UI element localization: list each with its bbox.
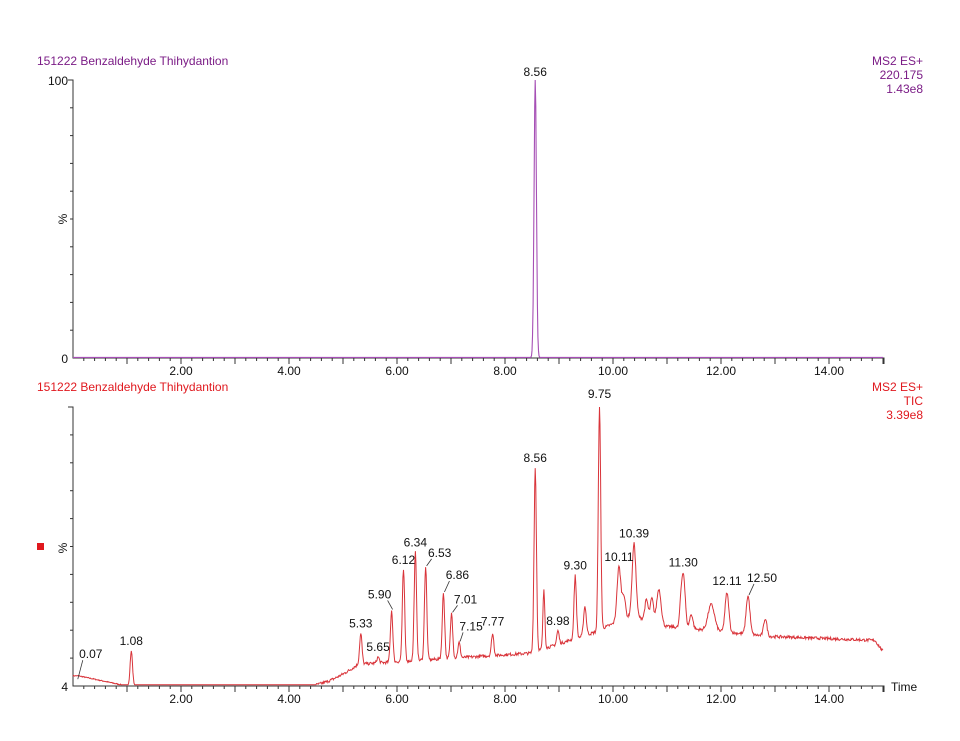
x-tick-label: 12.00 xyxy=(706,692,736,706)
peak-label: 5.65 xyxy=(366,640,390,654)
peak-label: 6.86 xyxy=(446,568,470,582)
lower-title: 151222 Benzaldehyde Thihydantion xyxy=(37,380,228,394)
upper-scan-mode: MS2 ES+ xyxy=(872,54,923,68)
peak-label: 0.07 xyxy=(79,647,103,661)
peak-label: 7.77 xyxy=(481,615,505,629)
x-tick-label: 10.00 xyxy=(598,692,628,706)
x-tick-label: 14.00 xyxy=(814,692,844,706)
peak-label: 7.01 xyxy=(454,592,478,606)
upper-axes: 2.00 4.00 6.00 8.00 10.00 12.00 14.00 xyxy=(68,79,885,378)
lower-trace xyxy=(72,406,884,686)
peak-label: 5.33 xyxy=(349,617,373,631)
x-tick-label: 6.00 xyxy=(385,364,409,378)
peak-label: 5.90 xyxy=(368,587,392,601)
x-tick-label: 12.00 xyxy=(706,364,736,378)
lower-chromatogram: 151222 Benzaldehyde Thihydantion MS2 ES+… xyxy=(37,380,923,706)
peak-label: 12.11 xyxy=(712,574,741,588)
peak-label: 10.11 xyxy=(604,550,633,564)
trace-color-marker xyxy=(37,543,44,550)
upper-trace xyxy=(73,79,883,358)
peak-label: 12.50 xyxy=(747,571,777,585)
upper-y-axis-label: % xyxy=(56,213,70,224)
lower-intensity: 3.39e8 xyxy=(886,408,923,422)
lower-trace-type: TIC xyxy=(904,394,924,408)
upper-chromatogram: 151222 Benzaldehyde Thihydantion MS2 ES+… xyxy=(37,54,923,378)
x-tick-label: 4.00 xyxy=(277,692,301,706)
upper-mass: 220.175 xyxy=(880,68,924,82)
upper-peak-labels: 8.56 xyxy=(524,65,548,79)
peak-label: 1.08 xyxy=(120,634,144,648)
peak-label: 6.53 xyxy=(428,546,452,560)
upper-y-min-label: 0 xyxy=(61,352,68,366)
peak-label: 9.30 xyxy=(564,559,588,573)
peak-label: 8.56 xyxy=(524,451,548,465)
x-tick-label: 4.00 xyxy=(277,364,301,378)
lower-y-axis-label: % xyxy=(56,542,70,553)
x-axis-label: Time xyxy=(891,680,918,694)
x-tick-label: 14.00 xyxy=(814,364,844,378)
x-tick-label: 10.00 xyxy=(598,364,628,378)
lower-y-min-label: 4 xyxy=(61,680,68,694)
lower-scan-mode: MS2 ES+ xyxy=(872,380,923,394)
x-tick-label: 8.00 xyxy=(493,692,517,706)
peak-label: 6.34 xyxy=(404,535,428,549)
upper-intensity: 1.43e8 xyxy=(886,82,923,96)
x-tick-label: 2.00 xyxy=(169,364,193,378)
x-tick-label: 8.00 xyxy=(493,364,517,378)
peak-label: 10.39 xyxy=(619,527,649,541)
lower-peak-labels: 0.07 1.08 5.33 5.65 5.90 6.12 6.346.53 6.86 7.01… xyxy=(77,387,777,680)
peak-label: 7.15 xyxy=(459,619,483,633)
upper-title: 151222 Benzaldehyde Thihydantion xyxy=(37,54,228,68)
upper-y-max-label: 100 xyxy=(48,74,68,88)
peak-label: 9.75 xyxy=(588,387,612,401)
peak-label: 8.56 xyxy=(524,65,548,79)
peak-label: 6.12 xyxy=(392,553,416,567)
lower-axes: 2.00 4.00 6.00 8.00 10.00 12.00 14.00 xyxy=(68,406,885,706)
peak-label: 8.98 xyxy=(546,614,570,628)
x-tick-label: 2.00 xyxy=(169,692,193,706)
peak-label: 11.30 xyxy=(669,556,698,570)
x-tick-label: 6.00 xyxy=(385,692,409,706)
